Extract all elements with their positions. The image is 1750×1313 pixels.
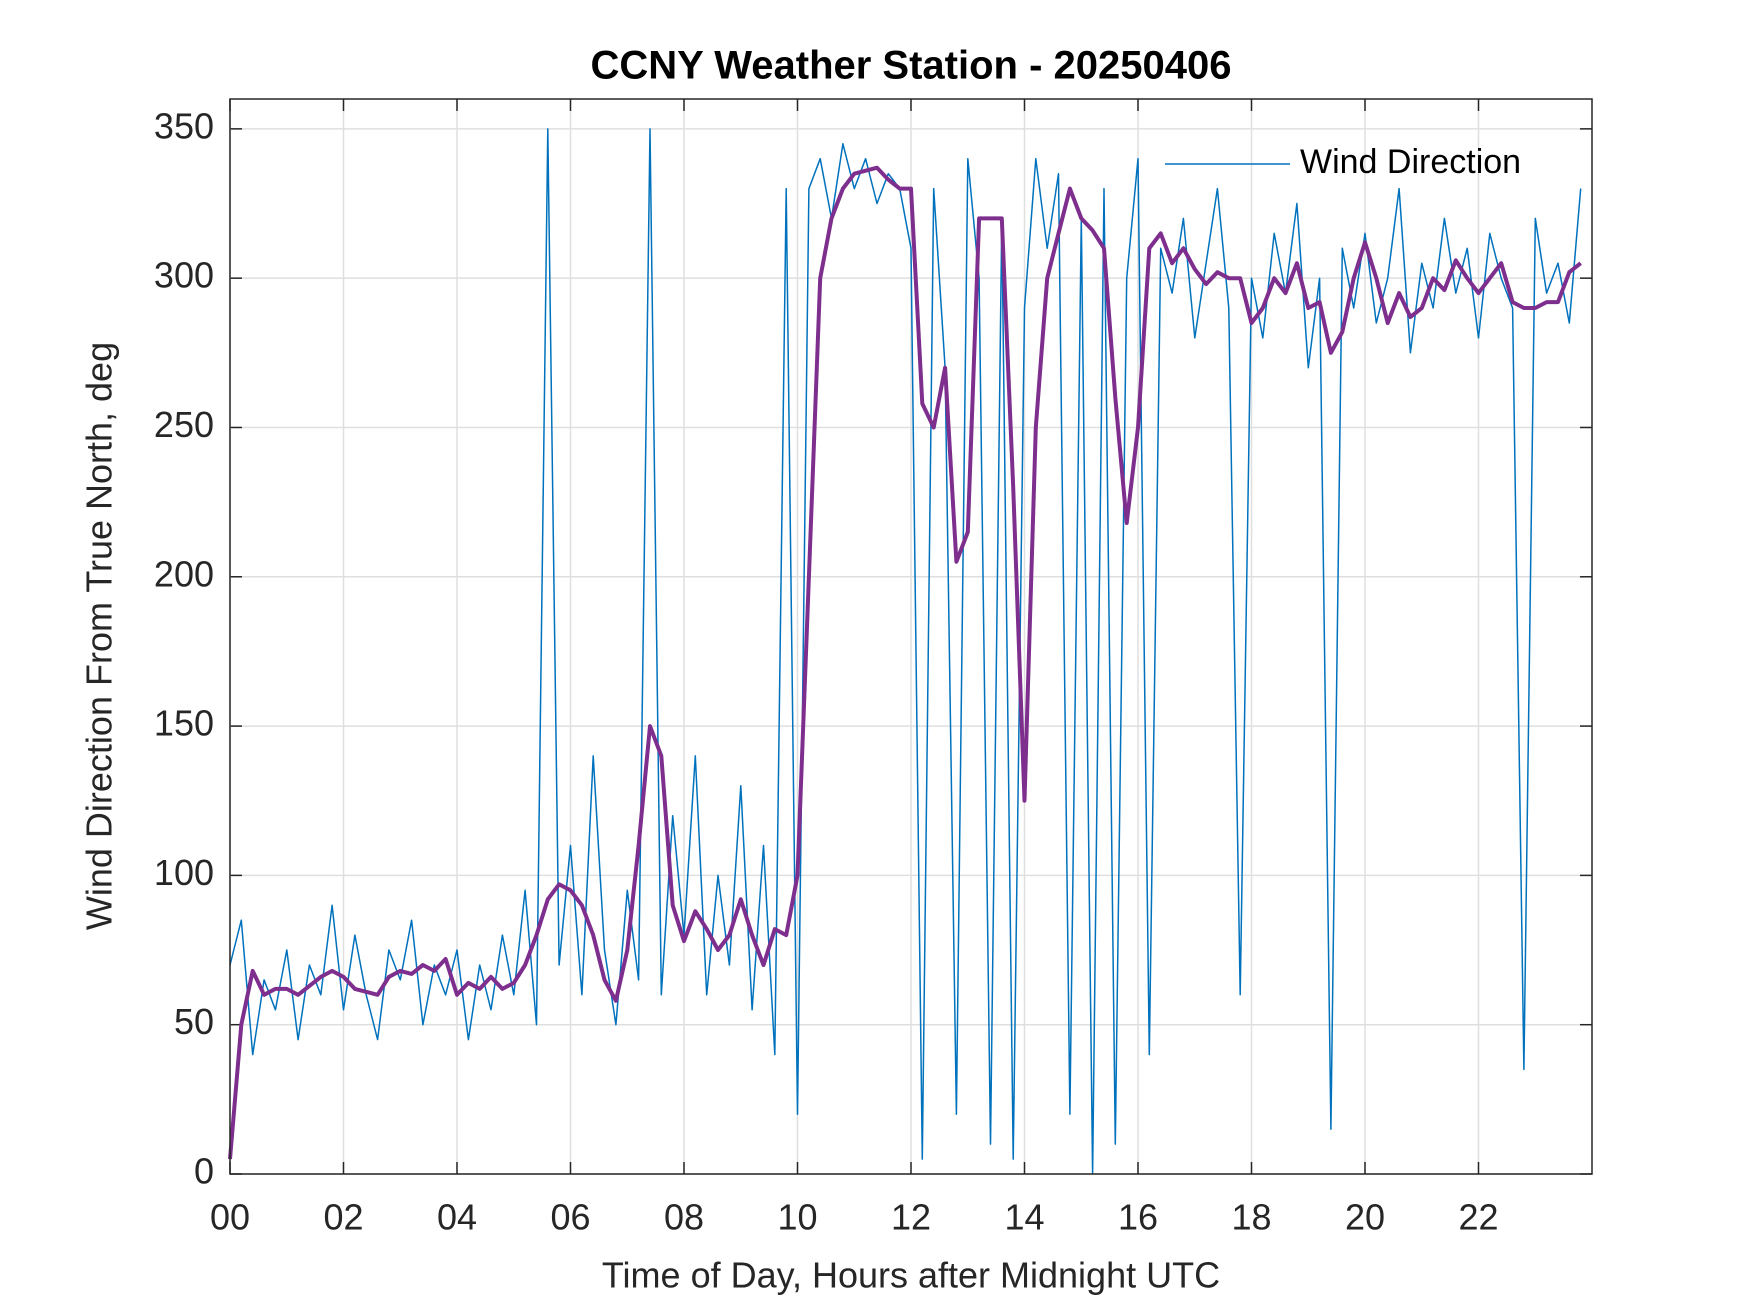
y-tick-label: 200 [154, 553, 214, 594]
plot-frame [229, 98, 1593, 1175]
y-tick-label: 0 [194, 1151, 214, 1192]
x-tick-label: 20 [1345, 1197, 1385, 1238]
y-tick-label: 100 [154, 852, 214, 893]
data-line [228, 165, 1582, 1160]
y-tick-label: 350 [154, 105, 214, 146]
x-tick-label: 22 [1458, 1197, 1498, 1238]
x-axis-label: Time of Day, Hours after Midnight UTC [602, 1255, 1220, 1296]
x-tick-label: 10 [777, 1197, 817, 1238]
x-tick-label: 12 [891, 1197, 931, 1238]
legend-label: Wind Direction [1300, 143, 1521, 181]
x-tick-label: 00 [210, 1197, 250, 1238]
x-tick-label: 16 [1118, 1197, 1158, 1238]
x-tick-label: 18 [1231, 1197, 1271, 1238]
x-tick-label: 06 [550, 1197, 590, 1238]
x-tick-label: 04 [437, 1197, 477, 1238]
y-tick-label: 50 [174, 1001, 214, 1042]
y-axis-label: Wind Direction From True North, deg [79, 342, 120, 930]
x-tick-label: 08 [664, 1197, 704, 1238]
chart-title: CCNY Weather Station - 20250406 [591, 44, 1232, 88]
y-tick-label: 250 [154, 404, 214, 445]
data-line [229, 128, 1582, 1175]
y-tick-label: 150 [154, 703, 214, 744]
x-tick-label: 14 [1004, 1197, 1044, 1238]
y-tick-label: 300 [154, 255, 214, 296]
x-tick-label: 02 [323, 1197, 363, 1238]
